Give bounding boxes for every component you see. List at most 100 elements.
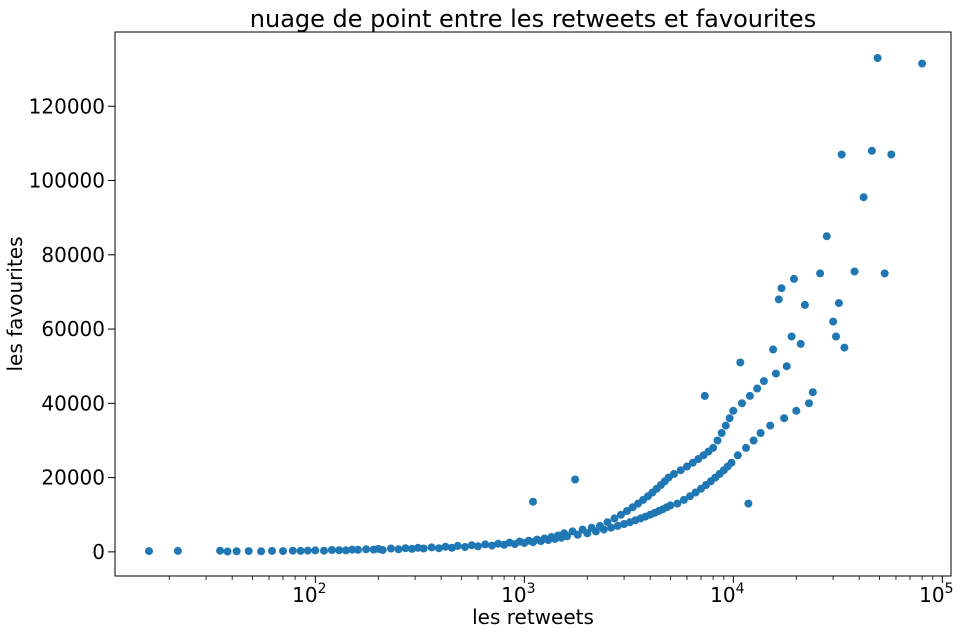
y-tick-label: 20000 — [41, 466, 105, 490]
plot-frame — [114, 31, 952, 577]
data-point — [610, 514, 619, 523]
y-axis-label: les favourites — [3, 236, 27, 371]
data-point — [311, 546, 320, 555]
x-tick-label: 105 — [919, 581, 953, 607]
data-point — [796, 339, 805, 348]
data-point — [453, 541, 462, 550]
x-axis-label: les retweets — [472, 605, 594, 629]
data-point — [772, 369, 780, 378]
data-point — [232, 547, 241, 556]
data-point — [745, 391, 754, 400]
data-point — [257, 547, 266, 556]
data-point — [709, 443, 718, 452]
data-point — [850, 267, 859, 276]
data-point — [223, 547, 232, 556]
data-point — [759, 377, 768, 386]
data-point — [296, 546, 305, 555]
data-point — [867, 146, 876, 155]
data-point — [571, 475, 580, 484]
data-point — [268, 546, 276, 555]
data-point — [766, 421, 775, 430]
data-point — [613, 521, 622, 530]
data-point — [683, 462, 691, 471]
data-point — [721, 421, 730, 430]
data-point — [599, 525, 608, 534]
data-point — [216, 546, 225, 555]
y-tick-label: 80000 — [41, 243, 105, 267]
data-point — [756, 429, 765, 437]
data-point — [713, 436, 722, 445]
data-point — [749, 436, 758, 445]
data-point — [494, 539, 503, 548]
x-axis: 102 103 104 105 — [168, 576, 954, 607]
data-point — [725, 414, 734, 423]
data-point — [427, 543, 436, 552]
data-point — [805, 399, 813, 408]
data-point — [829, 317, 838, 326]
data-point — [666, 501, 675, 510]
data-point — [832, 332, 840, 341]
data-point — [717, 429, 726, 437]
data-point — [873, 54, 882, 62]
data-point — [777, 284, 786, 293]
data-point — [792, 406, 801, 415]
data-point — [738, 399, 746, 408]
y-tick-label: 100000 — [29, 169, 105, 193]
data-point — [488, 541, 496, 550]
data-point — [733, 451, 742, 460]
data-point — [729, 406, 738, 415]
data-point — [320, 546, 328, 555]
scatter-points — [145, 54, 927, 556]
data-point — [623, 507, 631, 515]
data-point — [790, 274, 798, 283]
y-tick-label: 40000 — [41, 391, 105, 415]
data-point — [244, 547, 253, 556]
data-point — [753, 384, 762, 393]
data-point — [727, 458, 736, 467]
data-point — [573, 530, 582, 539]
data-point — [840, 343, 849, 352]
data-point — [774, 295, 783, 304]
data-point — [744, 499, 753, 508]
y-axis: 0 20000 40000 60000 80000 100000 120000 — [29, 94, 115, 564]
data-point — [362, 545, 371, 554]
data-point — [419, 544, 428, 553]
data-point — [780, 414, 789, 423]
data-point — [700, 391, 709, 400]
data-point — [303, 546, 312, 555]
data-point — [461, 543, 469, 551]
data-point — [859, 193, 868, 202]
data-point — [670, 469, 678, 478]
data-point — [822, 232, 831, 241]
x-tick-label: 104 — [710, 581, 744, 607]
data-point — [880, 269, 889, 278]
data-point — [474, 542, 482, 551]
data-point — [529, 497, 537, 506]
x-tick-label: 102 — [292, 581, 326, 607]
data-point — [591, 527, 600, 536]
data-point — [782, 362, 791, 371]
data-point — [173, 546, 182, 555]
data-point — [341, 546, 350, 555]
data-point — [288, 546, 297, 555]
data-point — [808, 388, 817, 397]
data-point — [335, 546, 344, 555]
chart-title: nuage de point entre les retweets et fav… — [250, 5, 816, 33]
data-point — [676, 466, 685, 475]
data-point — [434, 544, 443, 553]
y-tick-label: 0 — [92, 540, 105, 564]
data-point — [787, 332, 796, 341]
data-point — [563, 532, 571, 541]
data-point — [583, 529, 592, 538]
data-point — [467, 541, 476, 550]
data-point — [837, 150, 846, 159]
data-point — [145, 547, 153, 556]
data-point — [742, 443, 750, 452]
data-point — [387, 544, 395, 553]
y-tick-label: 60000 — [41, 317, 105, 341]
data-point — [354, 545, 362, 554]
data-point — [401, 544, 410, 553]
data-point — [736, 358, 745, 367]
data-point — [816, 269, 825, 278]
